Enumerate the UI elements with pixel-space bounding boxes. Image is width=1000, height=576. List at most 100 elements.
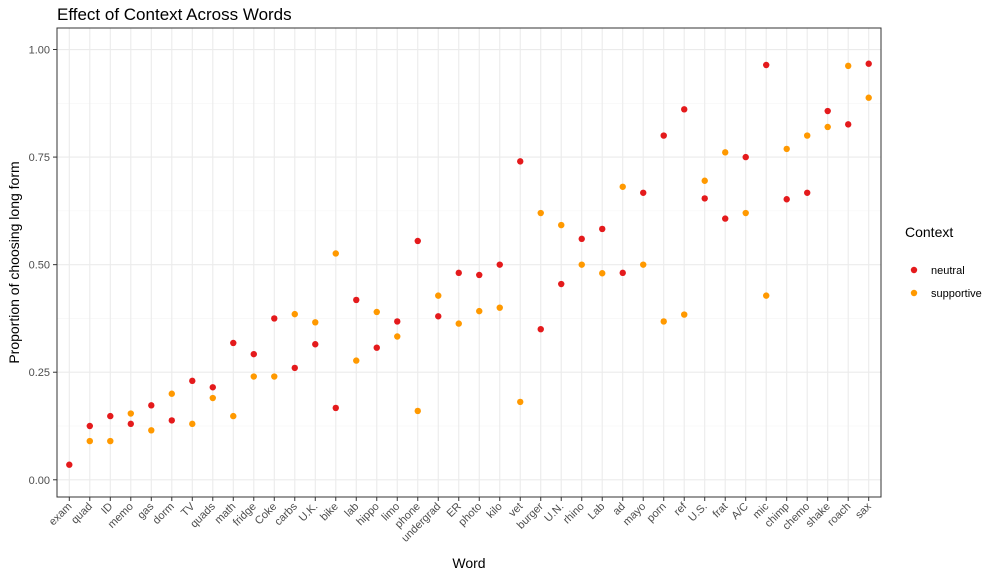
- point-neutral: [517, 158, 524, 165]
- x-tick-label: fridge: [231, 501, 259, 529]
- point-neutral: [722, 215, 729, 222]
- legend: Context neutral supportive: [905, 224, 982, 300]
- point-neutral: [107, 412, 114, 420]
- point-supportive: [681, 311, 688, 318]
- point-supportive: [619, 183, 626, 190]
- point-supportive: [373, 308, 380, 316]
- chart-title: Effect of Context Across Words: [57, 5, 292, 24]
- point-neutral: [414, 237, 421, 245]
- x-tick-label: bike: [318, 501, 341, 524]
- point-supportive: [701, 177, 708, 184]
- point-neutral: [168, 417, 175, 424]
- point-neutral: [66, 461, 73, 468]
- point-neutral: [681, 106, 688, 113]
- y-axis: 0.00 0.25 0.50 0.75 1.00: [29, 45, 57, 487]
- x-tick-label: photo: [456, 501, 484, 529]
- x-tick-label: mayo: [621, 501, 649, 529]
- legend-key-neutral: [910, 266, 918, 274]
- point-supportive: [414, 407, 421, 415]
- legend-title: Context: [905, 224, 953, 240]
- point-neutral: [435, 313, 442, 320]
- y-tick-label: 0.75: [29, 152, 50, 164]
- x-tick-label: dorm: [151, 501, 177, 527]
- point-supportive: [189, 420, 196, 428]
- point-supportive: [558, 221, 565, 229]
- point-neutral: [271, 315, 278, 322]
- point-neutral: [209, 384, 216, 391]
- point-supportive: [804, 132, 811, 139]
- point-supportive: [865, 94, 872, 101]
- point-supportive: [168, 390, 175, 397]
- point-supportive: [783, 145, 790, 153]
- data-points: [66, 60, 872, 468]
- point-supportive: [824, 123, 831, 131]
- point-supportive: [107, 437, 114, 445]
- legend-label-neutral: neutral: [931, 265, 965, 277]
- point-supportive: [578, 261, 585, 268]
- point-neutral: [640, 189, 647, 196]
- x-tick-label: hippo: [354, 501, 382, 529]
- point-supportive: [599, 270, 606, 277]
- point-neutral: [127, 420, 134, 428]
- point-supportive: [496, 304, 503, 311]
- point-supportive: [763, 292, 770, 299]
- y-axis-title: Proportion of choosing long form: [6, 161, 22, 363]
- x-axis-title: Word: [452, 555, 485, 571]
- point-supportive: [209, 394, 216, 402]
- point-neutral: [86, 422, 93, 430]
- point-supportive: [353, 357, 360, 364]
- point-supportive: [230, 412, 237, 420]
- point-neutral: [537, 325, 544, 333]
- x-tick-label: Lab: [586, 501, 607, 522]
- x-tick-label: rhino: [561, 501, 587, 527]
- point-neutral: [148, 402, 155, 409]
- x-tick-label: porn: [645, 501, 669, 525]
- point-supportive: [640, 261, 647, 268]
- point-neutral: [230, 339, 237, 347]
- point-neutral: [783, 196, 790, 203]
- point-supportive: [455, 320, 462, 327]
- point-supportive: [148, 427, 155, 434]
- x-tick-label: U.S.: [686, 501, 710, 525]
- point-supportive: [312, 319, 319, 326]
- point-neutral: [496, 261, 503, 268]
- x-tick-label: sax: [853, 500, 874, 521]
- point-neutral: [291, 364, 298, 372]
- point-neutral: [845, 121, 852, 128]
- point-supportive: [660, 318, 667, 325]
- point-neutral: [578, 235, 585, 243]
- point-supportive: [845, 62, 852, 70]
- point-neutral: [660, 132, 667, 139]
- point-neutral: [865, 60, 872, 67]
- point-supportive: [291, 310, 298, 318]
- y-tick-label: 0.25: [29, 367, 50, 379]
- point-supportive: [250, 373, 257, 380]
- point-neutral: [332, 404, 339, 412]
- point-supportive: [127, 410, 134, 417]
- point-neutral: [804, 189, 811, 196]
- x-tick-label: frat: [711, 501, 731, 521]
- x-tick-label: U.K.: [297, 501, 321, 525]
- point-supportive: [517, 398, 524, 406]
- point-supportive: [537, 209, 544, 217]
- point-supportive: [86, 437, 93, 445]
- y-tick-label: 0.00: [29, 475, 50, 487]
- point-supportive: [476, 307, 483, 315]
- point-neutral: [353, 296, 360, 304]
- x-tick-label: A/C: [729, 501, 750, 522]
- point-supportive: [332, 250, 339, 257]
- grid: [57, 28, 881, 497]
- point-neutral: [742, 153, 749, 161]
- point-neutral: [599, 225, 606, 233]
- point-supportive: [271, 373, 278, 380]
- plot-panel: [56, 27, 882, 498]
- y-tick-label: 1.00: [29, 45, 50, 57]
- y-tick-label: 0.50: [29, 260, 50, 272]
- point-neutral: [455, 269, 462, 277]
- point-neutral: [701, 195, 708, 202]
- point-neutral: [250, 350, 257, 358]
- x-tick-label: carbs: [272, 500, 300, 528]
- x-tick-label: kilo: [485, 501, 505, 521]
